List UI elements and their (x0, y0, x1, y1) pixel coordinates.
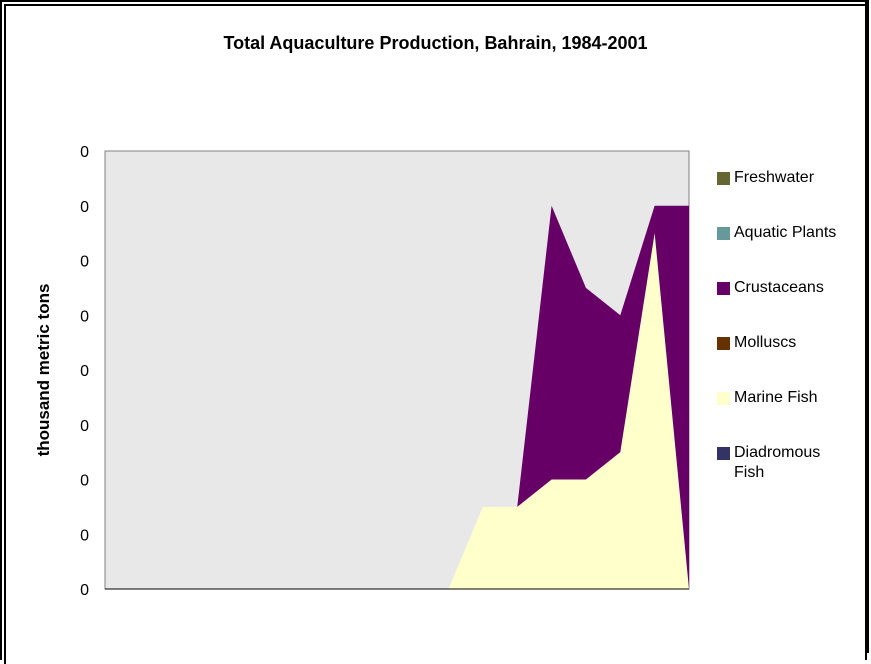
legend-label: Crustaceans (734, 279, 824, 296)
legend-item: Aquatic Plants (717, 223, 839, 243)
legend-item: Crustaceans (717, 278, 839, 298)
legend-label: Freshwater (734, 169, 815, 186)
series-area-marine-fish (105, 233, 689, 589)
legend-label: Molluscs (734, 334, 797, 351)
right-frame (867, 0, 871, 653)
legend-swatch (717, 447, 730, 460)
legend-swatch (717, 282, 730, 295)
y-tick-label: 0 (80, 199, 89, 216)
y-tick-label: 0 (80, 473, 89, 490)
legend-item: Diadromous Fish (717, 443, 839, 483)
y-tick-label: 0 (80, 254, 89, 271)
legend-label: Diadromous Fish (734, 444, 821, 481)
inner-frame (4, 4, 867, 664)
y-tick-label: 0 (80, 527, 89, 544)
legend-swatch (717, 227, 730, 240)
legend-item: Molluscs (717, 333, 839, 353)
y-tick-label: 0 (80, 308, 89, 325)
series-area-crustaceans (105, 205, 689, 589)
legend-label: Marine Fish (734, 389, 818, 406)
legend-swatch (717, 337, 730, 350)
y-tick-label: 0 (80, 582, 89, 599)
y-tick-label: 0 (80, 363, 89, 380)
y-tick-label: 0 (80, 144, 89, 161)
legend-item: Freshwater (717, 168, 839, 188)
y-tick-label: 0 (80, 418, 89, 435)
legend-label: Aquatic Plants (734, 224, 837, 241)
legend-swatch (717, 172, 730, 185)
legend-item: Marine Fish (717, 388, 839, 408)
chart-title: Total Aquaculture Production, Bahrain, 1… (223, 33, 648, 53)
legend-swatch (717, 392, 730, 405)
